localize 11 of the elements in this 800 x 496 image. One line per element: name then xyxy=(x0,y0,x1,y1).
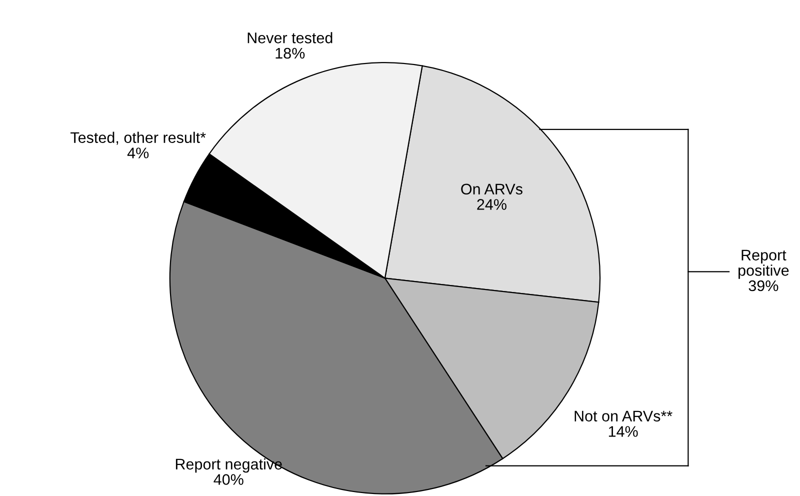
data-label: 18% xyxy=(276,48,305,59)
data-label: 24% xyxy=(477,199,506,210)
slice-label: Report negative xyxy=(176,458,282,473)
data-label: 14% xyxy=(608,426,638,437)
slice-label: Not on ARVs** xyxy=(574,410,672,422)
text: Report positive 39% xyxy=(738,250,789,292)
slice-label: Never tested xyxy=(248,32,332,44)
data-label: 40% xyxy=(214,474,244,485)
slice-label: Tested, other result* xyxy=(70,132,206,145)
data-label: 4% xyxy=(127,148,149,158)
slice-label: On ARVs xyxy=(461,184,522,195)
